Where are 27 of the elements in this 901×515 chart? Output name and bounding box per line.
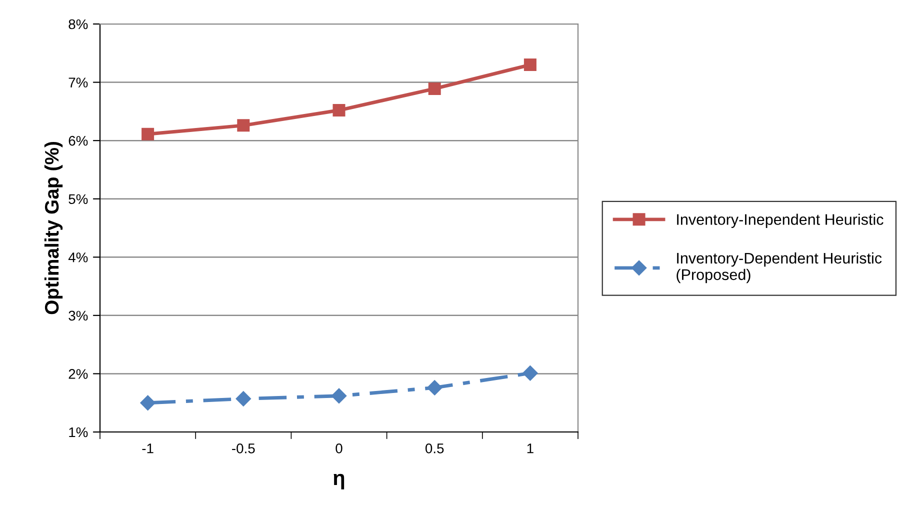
- x-tick-label: 0: [336, 443, 342, 454]
- x-tick-label: -0.5: [232, 443, 255, 454]
- point: [427, 380, 442, 396]
- y-tick-label: 3%: [68, 310, 88, 321]
- x-tick-label: 0.5: [425, 443, 444, 454]
- x-axis-title: η: [334, 474, 344, 490]
- x-tick-label: -1: [142, 444, 154, 454]
- point: [524, 58, 536, 72]
- y-tick-label: 7%: [68, 78, 88, 88]
- y-tick-label: 5%: [68, 194, 88, 204]
- x-tick-label: 1: [527, 444, 534, 454]
- y-axis-title: Optimality Gap (%): [44, 142, 63, 314]
- point: [237, 119, 250, 132]
- point: [332, 104, 346, 117]
- point: [142, 128, 154, 140]
- y-tick-label: 4%: [68, 252, 88, 262]
- y-tick-label: 2%: [68, 369, 88, 379]
- point: [428, 82, 441, 95]
- point: [236, 391, 251, 406]
- point: [140, 395, 156, 410]
- y-tick-label: 8%: [68, 19, 88, 30]
- point: [522, 366, 538, 381]
- point: [331, 388, 347, 404]
- y-tick-label: 1%: [69, 427, 88, 438]
- y-tick-label: 6%: [68, 136, 88, 146]
- legend-label: Inventory-Dependent Heuristic (Proposed): [676, 252, 882, 284]
- legend-label: Inventory-Inependent Heuristic: [677, 214, 884, 228]
